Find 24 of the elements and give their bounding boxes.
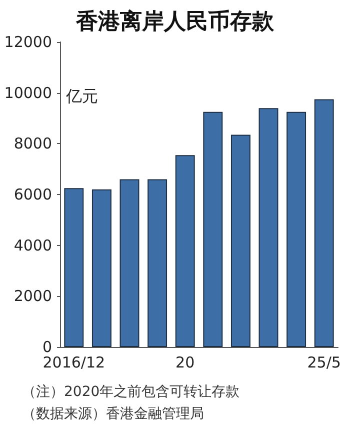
x-tick-label: 20 (176, 354, 195, 372)
bar (286, 112, 306, 347)
text: （注）2020年之前包含可转让存款 (22, 384, 240, 400)
bar (175, 155, 195, 347)
bar (314, 99, 334, 347)
y-tick-label: 2000 (14, 287, 52, 306)
y-tick-label: 6000 (14, 186, 52, 204)
y-tick-label: 4000 (14, 236, 52, 254)
bar (64, 188, 84, 347)
y-tick-label: 0 (42, 338, 52, 356)
bar (258, 108, 278, 347)
y-tick-label: 10000 (4, 84, 52, 102)
y-tick-label: 8000 (14, 134, 52, 153)
bar (203, 112, 223, 347)
text: （数据来源）香港金融管理局 (22, 406, 204, 422)
bar (92, 189, 112, 347)
bar (148, 179, 168, 347)
bar (120, 179, 140, 347)
x-tick-label: 25/5 (307, 354, 341, 372)
y-axis-title: 亿元 (65, 86, 98, 106)
y-tick-label: 12000 (4, 33, 52, 51)
bar (230, 134, 250, 347)
x-tick-label: 2016/12 (42, 354, 106, 372)
chart-title: 香港离岸人民币存款 (75, 8, 275, 34)
